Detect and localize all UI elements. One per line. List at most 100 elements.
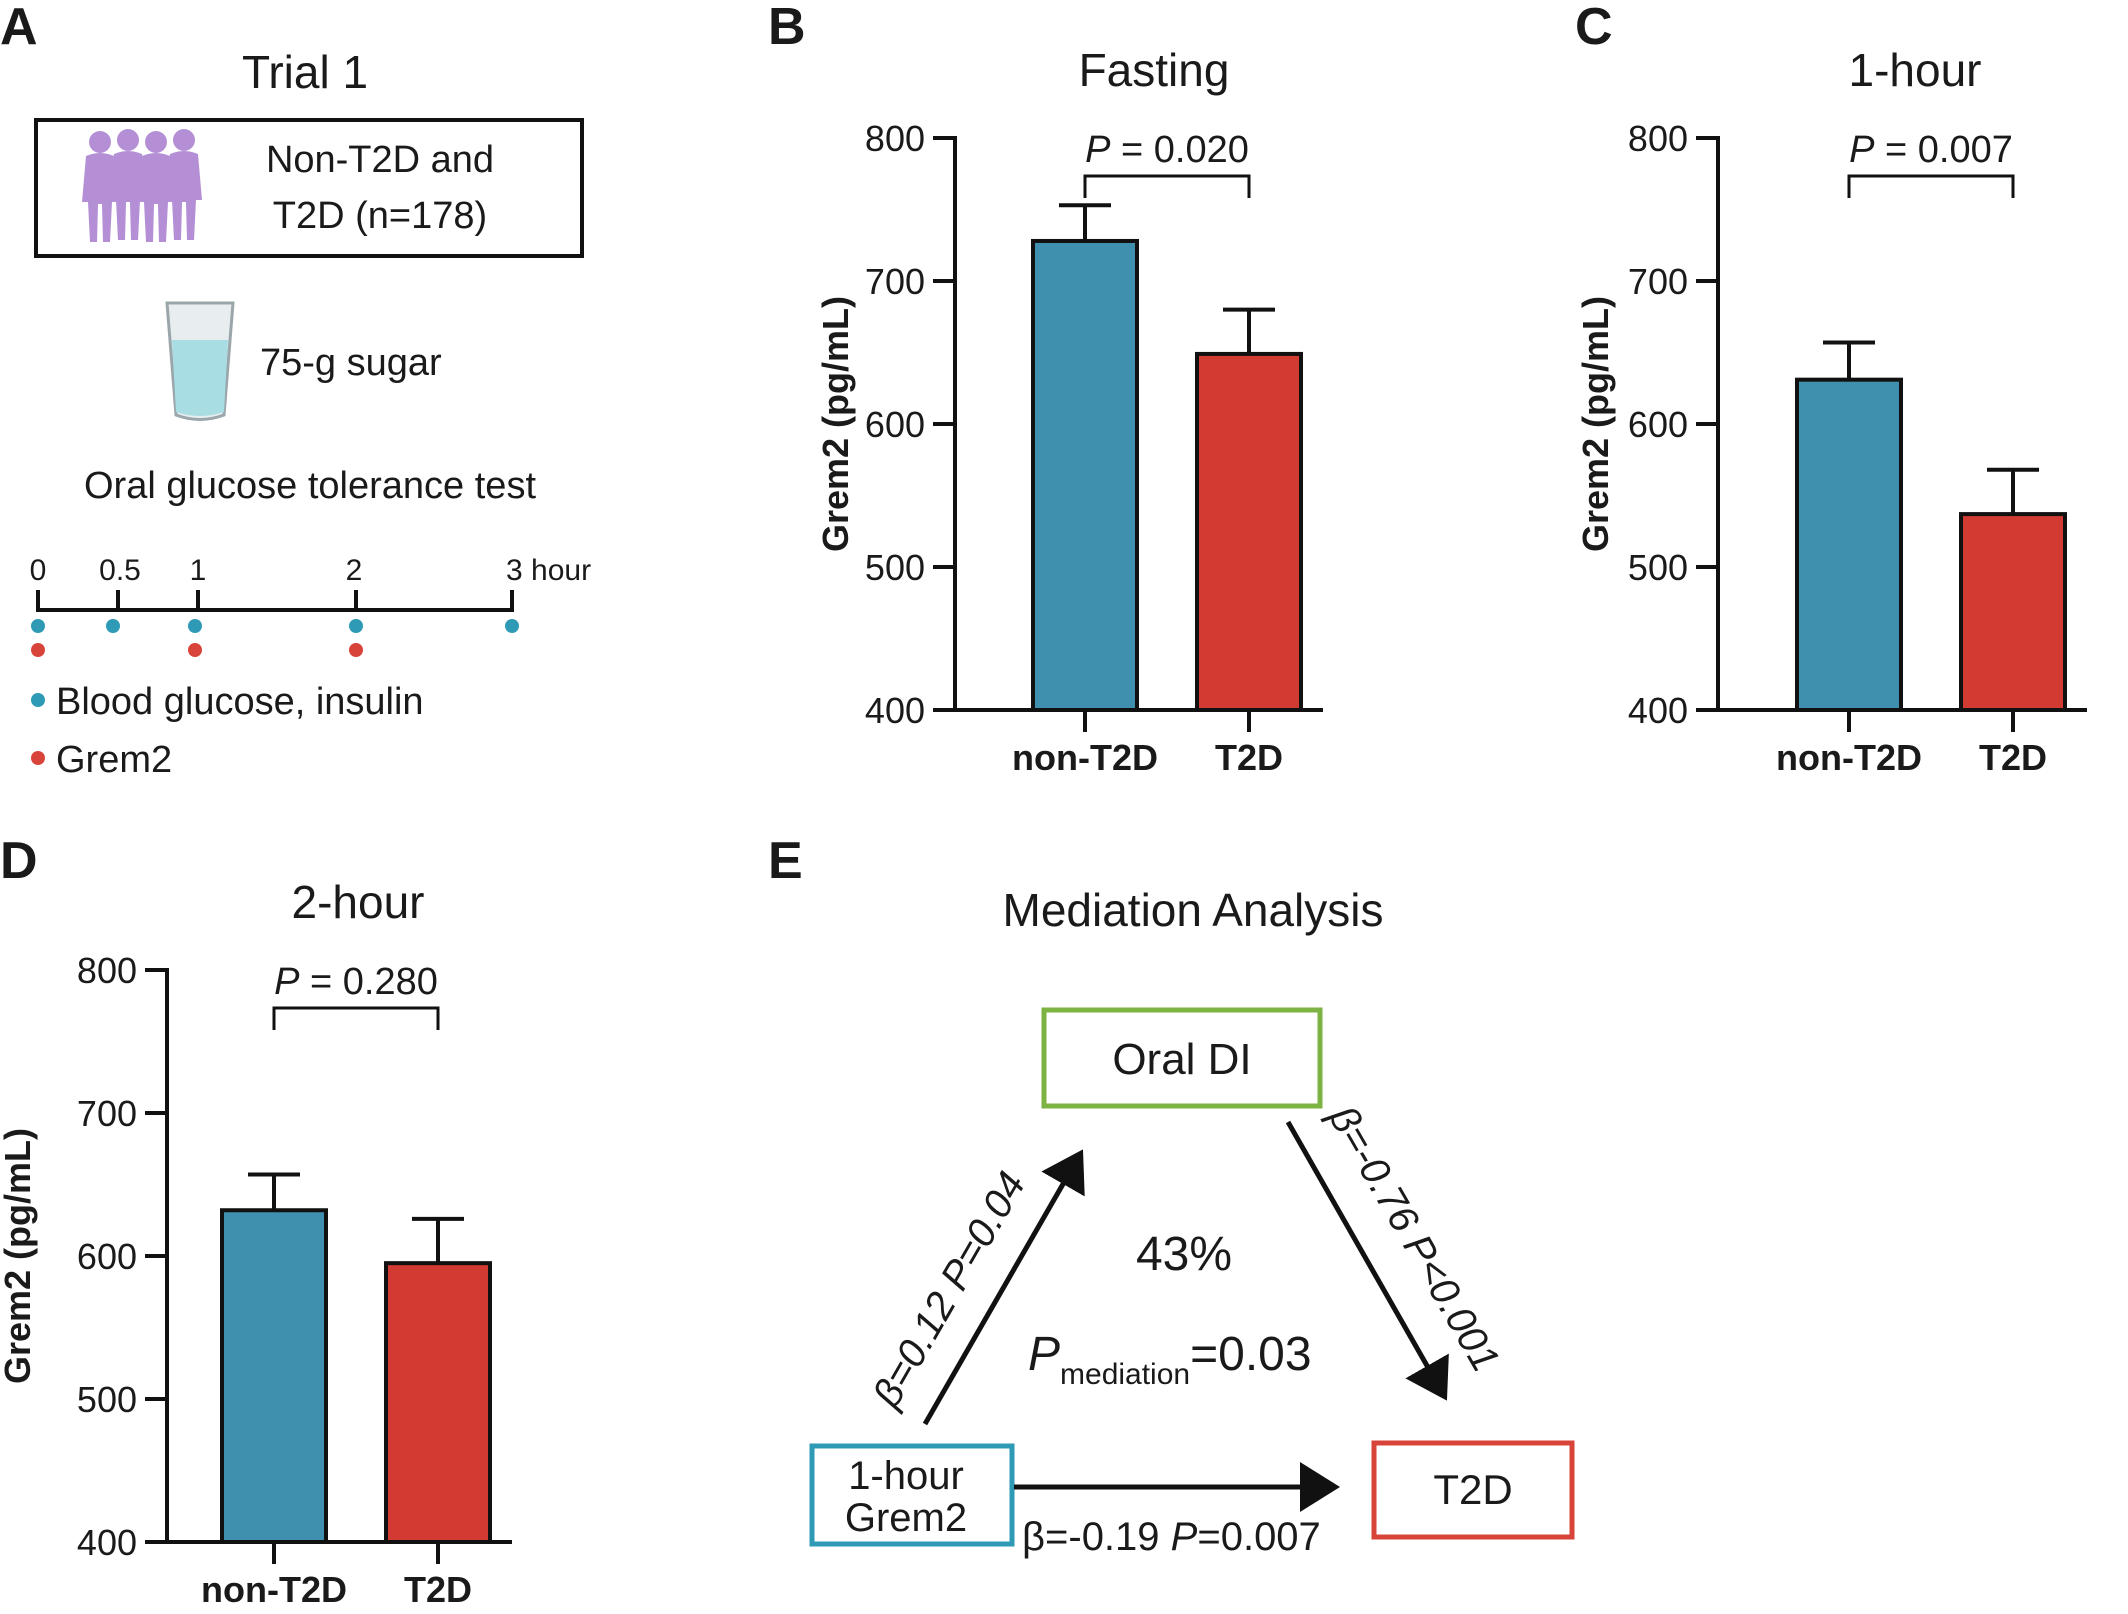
ogtt-label: Oral glucose tolerance test bbox=[84, 465, 536, 507]
x-tick-label-c-0: non-T2D bbox=[1776, 737, 1922, 778]
y-tick-label-d-400: 400 bbox=[77, 1522, 137, 1563]
node-exposure-line-2: Grem2 bbox=[845, 1496, 967, 1540]
y-tick-label-d-700: 700 bbox=[77, 1093, 137, 1134]
p-mediation-subscript: mediation bbox=[1060, 1358, 1190, 1391]
chart-2-hour: 2-hour Grem2 (pg/mL) 400 500 600 700 800 non-T2… bbox=[0, 876, 512, 1610]
y-tick-label-c-400: 400 bbox=[1628, 690, 1688, 731]
p-value-number-c: = 0.007 bbox=[1874, 129, 2012, 171]
x-tick-label-c-1: T2D bbox=[1979, 737, 2047, 778]
y-tick-label-b-500: 500 bbox=[865, 547, 925, 588]
grem2-dot-0 bbox=[31, 643, 45, 657]
panel-letter-e: E bbox=[768, 832, 803, 890]
p-value-symbol-b: P bbox=[1085, 129, 1111, 171]
x-tick-label-d-1: T2D bbox=[404, 1569, 472, 1610]
panel-e: E Mediation Analysis Oral DI 1-hour Grem… bbox=[768, 832, 1575, 1559]
arrow-path-b bbox=[1285, 1120, 1449, 1401]
node-exposure-line-1: 1-hour bbox=[848, 1454, 964, 1498]
glucose-dot-2 bbox=[349, 619, 363, 633]
y-tick-label-c-600: 600 bbox=[1628, 404, 1688, 445]
node-t2d-label: T2D bbox=[1433, 1466, 1512, 1513]
p-value-symbol-c: P bbox=[1849, 129, 1875, 171]
legend-glucose-dot bbox=[31, 693, 45, 707]
panel-a: A Trial 1 Non-T2D and T2D (n=178) 75-g s… bbox=[0, 0, 591, 781]
timeline-tick-0: 0 bbox=[30, 554, 47, 587]
path-c-label: β=-0.19 P=0.007 bbox=[1022, 1515, 1321, 1559]
y-tick-label-b-600: 600 bbox=[865, 404, 925, 445]
panel-letter-b: B bbox=[768, 0, 806, 56]
timeline-tick-0-5: 0.5 bbox=[99, 554, 141, 587]
bar-b-non-t2d bbox=[1031, 238, 1139, 713]
x-tick-label-b-0: non-T2D bbox=[1012, 737, 1158, 778]
y-tick-label-c-500: 500 bbox=[1628, 547, 1688, 588]
glucose-dot-3 bbox=[505, 619, 519, 633]
timeline-tick-2: 2 bbox=[346, 554, 363, 587]
path-b-label: β=-0.76 P<0.001 bbox=[1320, 1098, 1508, 1379]
chart-fasting: Fasting Grem2 (pg/mL) 400 500 600 700 800 non-T… bbox=[815, 44, 1323, 778]
timeline: 0 0.5 1 2 3 hour bbox=[30, 554, 591, 657]
timeline-tick-3: 3 hour bbox=[506, 554, 591, 587]
y-axis-label-d: Grem2 (pg/mL) bbox=[0, 1128, 38, 1384]
panel-letter-c: C bbox=[1575, 0, 1613, 56]
p-value-number-d: = 0.280 bbox=[299, 961, 437, 1003]
grem2-dot-2 bbox=[349, 643, 363, 657]
p-value-symbol-d: P bbox=[274, 961, 300, 1003]
sugar-label: 75-g sugar bbox=[260, 342, 442, 384]
significance-bracket-b bbox=[1083, 174, 1251, 198]
node-oral-di bbox=[1041, 1007, 1323, 1109]
p-mediation: Pmediation=0.03 bbox=[1028, 1328, 1312, 1391]
panel-letter-a: A bbox=[0, 0, 38, 56]
y-axis-label-b: Grem2 (pg/mL) bbox=[815, 296, 856, 552]
path-c-p: P bbox=[1171, 1515, 1198, 1559]
chart-1-hour: 1-hour Grem2 (pg/mL) 400 500 600 700 800 non-T2… bbox=[1575, 44, 2087, 778]
p-value-label-d: P = 0.280 bbox=[274, 961, 438, 1003]
mediation-percent: 43% bbox=[1136, 1228, 1232, 1281]
node-t2d bbox=[1371, 1440, 1575, 1540]
legend-grem2-dot bbox=[31, 751, 45, 765]
p-value-label-c: P = 0.007 bbox=[1849, 129, 2013, 171]
y-tick-label-b-800: 800 bbox=[865, 118, 925, 159]
bar-d-t2d bbox=[384, 1261, 492, 1545]
y-tick-label-d-800: 800 bbox=[77, 950, 137, 991]
glucose-dot-0 bbox=[31, 619, 45, 633]
cohort-line-1: Non-T2D and bbox=[266, 139, 494, 181]
p-mediation-value: =0.03 bbox=[1190, 1328, 1311, 1381]
path-c-value: =0.007 bbox=[1197, 1515, 1320, 1559]
y-axis-label-c: Grem2 (pg/mL) bbox=[1575, 296, 1616, 552]
bar-d-non-t2d bbox=[220, 1208, 328, 1544]
legend-glucose-label: Blood glucose, insulin bbox=[56, 681, 424, 723]
path-c-beta: β=-0.19 bbox=[1022, 1515, 1171, 1559]
glucose-dot-1 bbox=[188, 619, 202, 633]
chart-title-c: 1-hour bbox=[1849, 44, 1982, 96]
glucose-dot-0-5 bbox=[106, 619, 120, 633]
chart-title-d: 2-hour bbox=[292, 876, 425, 928]
panel-e-title: Mediation Analysis bbox=[1003, 884, 1384, 936]
node-oral-di-label: Oral DI bbox=[1112, 1035, 1251, 1084]
p-mediation-p: P bbox=[1028, 1328, 1060, 1381]
y-tick-label-d-500: 500 bbox=[77, 1379, 137, 1420]
p-value-label-b: P = 0.020 bbox=[1085, 129, 1249, 171]
timeline-tick-1: 1 bbox=[190, 554, 207, 587]
y-tick-label-d-600: 600 bbox=[77, 1236, 137, 1277]
y-tick-label-b-700: 700 bbox=[865, 261, 925, 302]
arrow-path-a bbox=[922, 1149, 1085, 1426]
glass-icon bbox=[165, 301, 235, 421]
bar-c-non-t2d bbox=[1795, 377, 1903, 712]
bar-c-t2d bbox=[1959, 512, 2067, 713]
significance-bracket-c bbox=[1847, 174, 2015, 198]
p-value-number-b: = 0.020 bbox=[1110, 129, 1248, 171]
x-tick-label-b-1: T2D bbox=[1215, 737, 1283, 778]
bar-b-t2d bbox=[1195, 351, 1303, 712]
x-tick-label-d-0: non-T2D bbox=[201, 1569, 347, 1610]
cohort-line-2: T2D (n=178) bbox=[273, 195, 487, 237]
grem2-dot-1 bbox=[188, 643, 202, 657]
panel-a-title: Trial 1 bbox=[242, 46, 368, 98]
significance-bracket-d bbox=[272, 1006, 440, 1030]
people-icon bbox=[82, 129, 202, 242]
cohort-box bbox=[34, 118, 584, 258]
chart-title-b: Fasting bbox=[1079, 44, 1230, 96]
legend-grem2-label: Grem2 bbox=[56, 739, 172, 781]
node-1-hour-grem2 bbox=[809, 1443, 1015, 1547]
y-tick-label-c-800: 800 bbox=[1628, 118, 1688, 159]
y-tick-label-c-700: 700 bbox=[1628, 261, 1688, 302]
